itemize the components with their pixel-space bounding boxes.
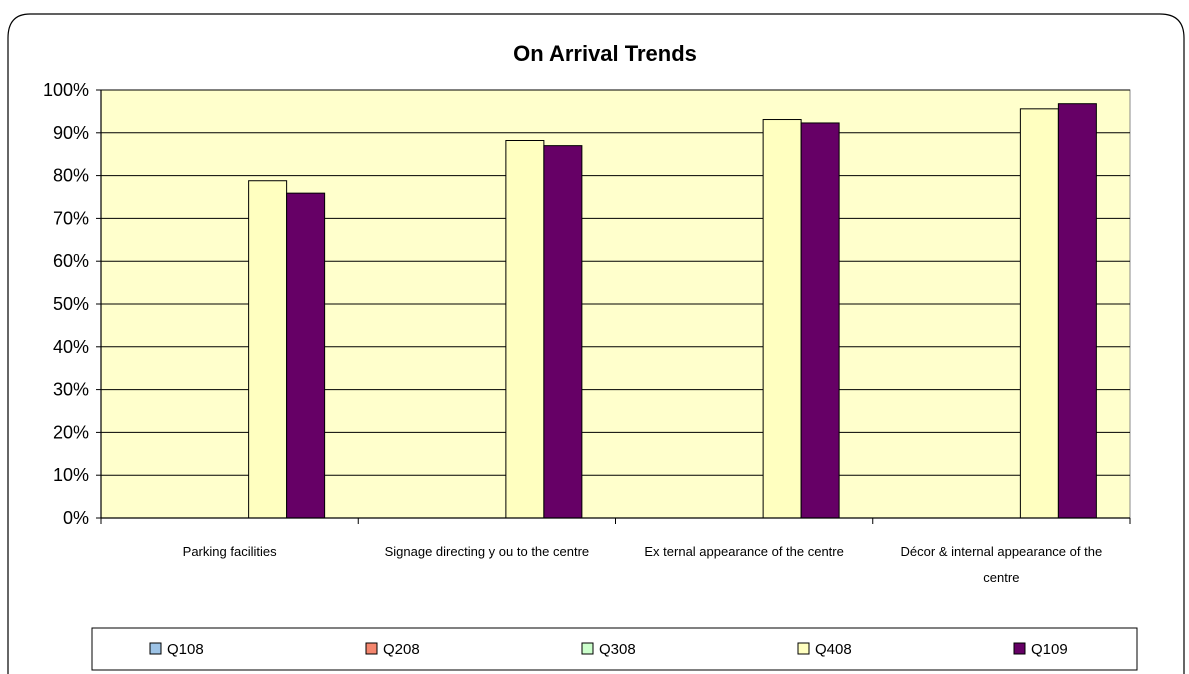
legend-swatch-q208 bbox=[365, 642, 378, 655]
x-category-label: Ex ternal appearance of the centre bbox=[644, 544, 843, 559]
y-tick-label: 50% bbox=[53, 294, 89, 314]
bar-q408 bbox=[1019, 108, 1059, 519]
legend-swatch-q308 bbox=[581, 642, 594, 655]
chart-title: On Arrival Trends bbox=[513, 41, 697, 66]
y-tick-label: 100% bbox=[43, 80, 89, 100]
y-tick-label: 30% bbox=[53, 380, 89, 400]
legend-label-q208: Q208 bbox=[383, 641, 420, 658]
legend-swatch-q109 bbox=[1013, 642, 1026, 655]
y-tick-label: 20% bbox=[53, 422, 89, 442]
x-category-label: Signage directing y ou to the centre bbox=[385, 544, 590, 559]
legend-swatch-q408 bbox=[797, 642, 810, 655]
legend-label-q109: Q109 bbox=[1031, 641, 1068, 658]
y-tick-labels: 0% 10% 20% 30% 40% 50% 60% 70% 80% 90% 100% bbox=[43, 80, 89, 528]
bars bbox=[248, 103, 1097, 519]
bar-q109 bbox=[286, 192, 326, 519]
legend: Q108 Q208 Q308 Q408 Q109 bbox=[149, 641, 1068, 658]
y-tick-label: 90% bbox=[53, 123, 89, 143]
legend-label-q108: Q108 bbox=[167, 641, 204, 658]
bar-q109 bbox=[543, 145, 583, 519]
legend-swatch-q108 bbox=[149, 642, 162, 655]
legend-label-q408: Q408 bbox=[815, 641, 852, 658]
chart-border bbox=[7, 13, 1185, 674]
x-category-label: Décor & internal appearance of the bbox=[901, 544, 1103, 559]
y-tick-label: 0% bbox=[63, 508, 89, 528]
x-category-label: Parking facilities bbox=[183, 544, 277, 559]
legend-label-q308: Q308 bbox=[599, 641, 636, 658]
bar-q408 bbox=[248, 180, 288, 519]
y-tick-label: 40% bbox=[53, 337, 89, 357]
bar-q408 bbox=[505, 140, 545, 519]
legend-box bbox=[91, 627, 1138, 671]
y-tick-label: 70% bbox=[53, 208, 89, 228]
y-tick-label: 60% bbox=[53, 251, 89, 271]
axes bbox=[96, 89, 1131, 524]
y-tick-label: 80% bbox=[53, 166, 89, 186]
category-labels: Parking facilities Signage directing y ou… bbox=[183, 544, 1103, 585]
bar-q109 bbox=[1057, 103, 1097, 519]
x-category-label: centre bbox=[983, 570, 1019, 585]
bar-q109 bbox=[800, 122, 840, 519]
y-tick-label: 10% bbox=[53, 465, 89, 485]
bar-q408 bbox=[762, 119, 802, 519]
